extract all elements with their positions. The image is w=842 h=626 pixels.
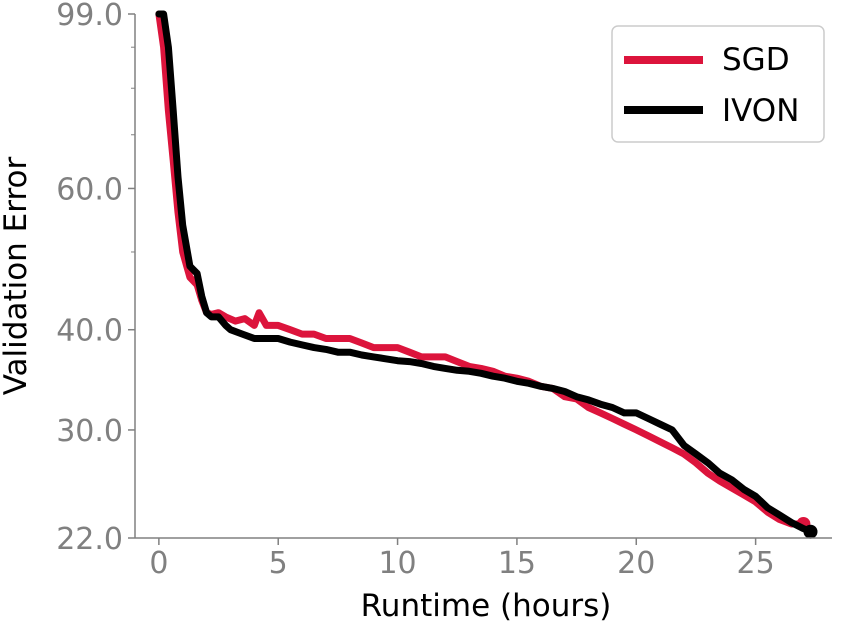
x-tick-label: 25 xyxy=(737,546,775,581)
x-tick-label: 15 xyxy=(498,546,536,581)
series-end-marker-ivon xyxy=(803,524,818,539)
y-tick-label: 60.0 xyxy=(56,172,123,207)
y-tick-label: 30.0 xyxy=(56,414,123,449)
x-tick-label: 20 xyxy=(617,546,655,581)
legend-label-sgd: SGD xyxy=(722,42,790,78)
y-ticks: 22.0 30.0 40.0 60.0 99.0 xyxy=(56,0,135,557)
y-tick-label: 99.0 xyxy=(56,0,123,33)
plot-lines xyxy=(155,10,818,539)
x-tick-label: 0 xyxy=(149,546,168,581)
x-tick-label: 5 xyxy=(269,546,288,581)
x-ticks: 0 5 10 15 20 25 xyxy=(149,538,775,581)
legend: SGD IVON xyxy=(611,25,825,143)
series-line-ivon xyxy=(155,10,814,536)
legend-label-ivon: IVON xyxy=(722,93,799,129)
y-minor-ticks xyxy=(131,46,135,253)
x-axis-title: Runtime (hours) xyxy=(361,588,612,624)
x-tick-label: 10 xyxy=(378,546,416,581)
y-tick-label: 22.0 xyxy=(56,522,123,557)
y-axis-title: Validation Error xyxy=(0,157,34,396)
y-tick-label: 40.0 xyxy=(56,314,123,349)
axes xyxy=(134,14,832,539)
